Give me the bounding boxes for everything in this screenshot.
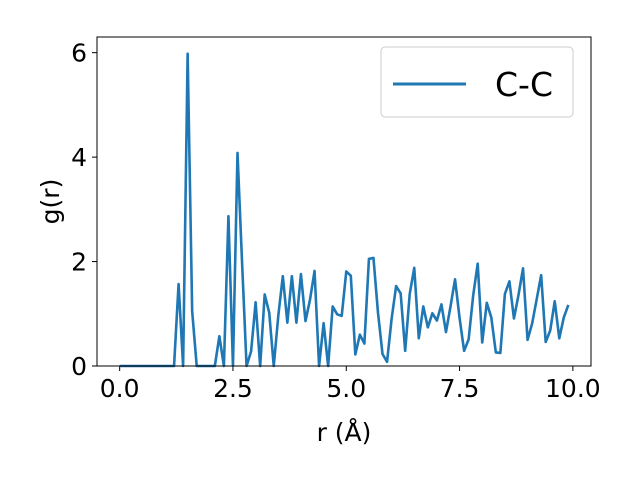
y-axis-label: g(r): [36, 179, 65, 225]
y-tick-label: 6: [71, 39, 87, 68]
y-tick-label: 0: [71, 352, 87, 381]
x-tick-label: 5.0: [326, 374, 366, 403]
series-line-c-c: [119, 52, 570, 368]
legend: C-C: [380, 46, 574, 118]
legend-box: [380, 46, 574, 118]
legend-label-c-c: C-C: [495, 65, 553, 104]
x-tick-label: 2.5: [213, 374, 253, 403]
plot-frame: [96, 36, 592, 367]
x-tick-label: 0.0: [100, 374, 140, 403]
line-layer: [119, 52, 570, 368]
x-tick-label: 10.0: [545, 374, 601, 403]
ticks-layer: 0.0 2.5 5.0 7.5 10.0 0 2 4 6: [71, 39, 601, 403]
y-tick-label: 4: [71, 143, 87, 172]
x-tick-label: 7.5: [440, 374, 480, 403]
y-tick-label: 2: [71, 248, 87, 277]
x-axis-label: r (Å): [317, 418, 372, 447]
